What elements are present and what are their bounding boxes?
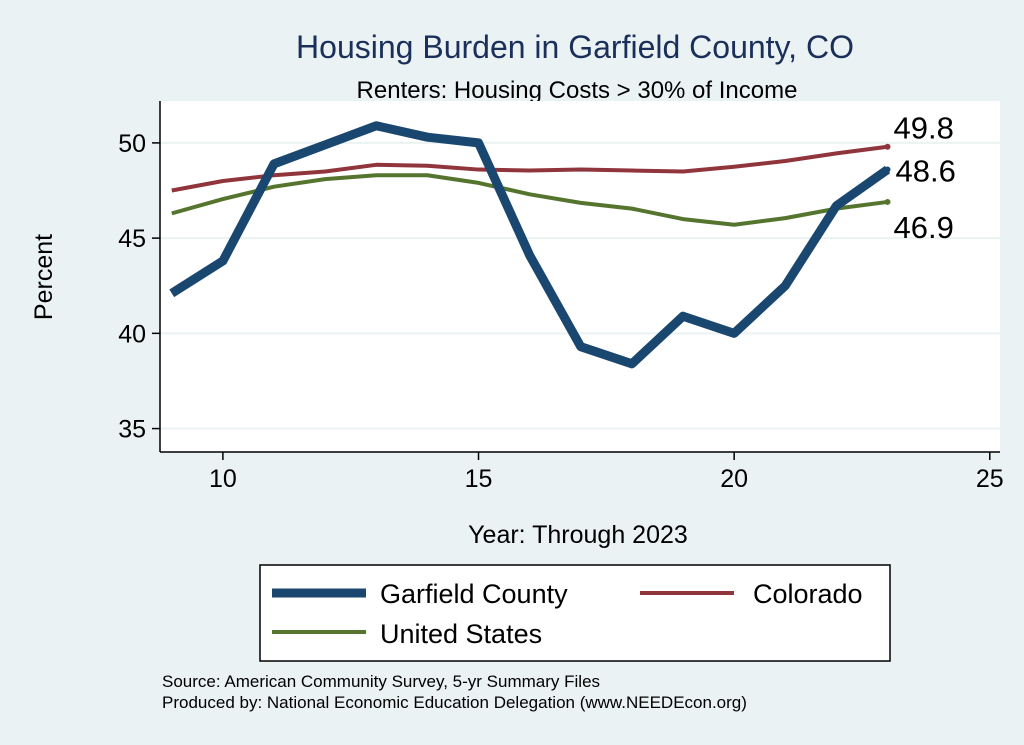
x-tick-label: 20 <box>720 465 748 493</box>
legend-label-garfield: Garfield County <box>380 579 568 609</box>
x-tick-label: 25 <box>976 465 1004 493</box>
legend-label-colorado: Colorado <box>753 579 863 609</box>
y-tick-label: 45 <box>118 225 146 253</box>
legend: Garfield County Colorado United States <box>259 564 891 662</box>
producer-note: Produced by: National Economic Education… <box>162 693 747 712</box>
plot-area <box>160 101 1000 452</box>
legend-label-us: United States <box>380 619 542 649</box>
chart-title: Housing Burden in Garfield County, CO <box>296 29 854 65</box>
end-point-marker <box>884 166 891 173</box>
series-line-garfield-county <box>169 121 891 369</box>
end-point-marker <box>884 143 891 150</box>
series-line-colorado <box>171 144 888 193</box>
x-tick-label: 10 <box>209 465 237 493</box>
y-tick-label: 50 <box>118 130 146 158</box>
chart-subtitle: Renters: Housing Costs > 30% of Income <box>357 77 798 104</box>
series-line-united-states <box>171 173 888 227</box>
x-tick-label: 15 <box>465 465 493 493</box>
source-note: Source: American Community Survey, 5-yr … <box>162 672 600 691</box>
y-axis-label: Percent <box>30 234 58 320</box>
legend-box <box>259 564 891 662</box>
y-tick-label: 35 <box>118 416 146 444</box>
end-value-label: 49.8 <box>894 111 954 146</box>
end-value-label: 46.9 <box>894 210 954 245</box>
end-value-label: 48.6 <box>896 154 956 189</box>
end-point-marker <box>884 198 891 205</box>
x-axis-label: Year: Through 2023 <box>468 521 688 549</box>
y-tick-label: 40 <box>118 320 146 348</box>
